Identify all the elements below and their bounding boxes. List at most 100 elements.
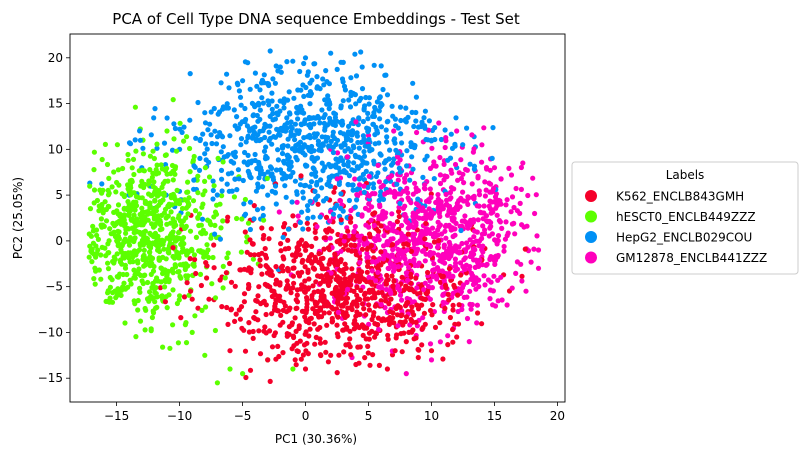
scatter-point	[98, 276, 104, 282]
scatter-point	[246, 159, 252, 165]
scatter-point	[106, 204, 112, 210]
scatter-point	[205, 254, 212, 261]
scatter-point	[353, 101, 359, 107]
scatter-point	[376, 362, 382, 368]
scatter-point	[247, 237, 253, 243]
scatter-point	[133, 252, 139, 258]
scatter-point	[397, 169, 403, 175]
scatter-point	[341, 271, 347, 277]
scatter-point	[109, 299, 116, 305]
scatter-point	[346, 123, 352, 129]
scatter-point	[396, 208, 402, 215]
scatter-point	[241, 291, 248, 297]
scatter-point	[241, 299, 247, 305]
scatter-point	[281, 160, 287, 166]
scatter-point	[273, 264, 279, 270]
scatter-point	[389, 173, 395, 179]
scatter-point	[372, 236, 378, 242]
scatter-point	[320, 298, 326, 305]
scatter-point	[191, 177, 197, 183]
scatter-point	[352, 242, 358, 248]
scatter-point	[250, 241, 256, 247]
scatter-point	[411, 123, 417, 130]
scatter-point	[352, 204, 358, 210]
scatter-point	[326, 106, 332, 112]
scatter-point	[152, 299, 158, 305]
scatter-point	[247, 226, 253, 233]
scatter-point	[411, 256, 417, 263]
scatter-point	[154, 162, 160, 168]
scatter-point	[373, 278, 379, 284]
scatter-point	[468, 276, 474, 282]
scatter-point	[164, 115, 170, 121]
scatter-point	[365, 343, 371, 349]
y-tick-label: 5	[55, 188, 63, 202]
scatter-point	[269, 165, 275, 171]
scatter-point	[183, 340, 190, 346]
scatter-point	[189, 329, 195, 335]
scatter-point	[446, 222, 452, 228]
scatter-point	[122, 320, 128, 326]
scatter-point	[234, 114, 240, 120]
scatter-point	[142, 214, 148, 220]
scatter-point	[290, 273, 296, 279]
scatter-point	[299, 237, 305, 243]
scatter-point	[166, 248, 172, 254]
scatter-point	[269, 106, 275, 112]
scatter-point	[147, 230, 153, 236]
scatter-point	[386, 301, 392, 307]
scatter-point	[313, 301, 319, 307]
scatter-point	[469, 181, 475, 187]
scatter-point	[273, 356, 279, 362]
scatter-point	[354, 130, 360, 136]
scatter-point	[308, 125, 314, 131]
scatter-point	[105, 266, 112, 272]
scatter-point	[284, 152, 290, 158]
scatter-point	[431, 267, 437, 273]
scatter-point	[504, 197, 510, 203]
scatter-point	[512, 231, 518, 237]
scatter-point	[298, 173, 304, 179]
scatter-point	[245, 220, 252, 226]
scatter-point	[271, 288, 277, 294]
scatter-point	[259, 271, 265, 277]
scatter-point	[409, 304, 415, 310]
scatter-point	[429, 225, 436, 231]
scatter-point	[352, 248, 358, 254]
scatter-point	[327, 218, 333, 224]
scatter-point	[334, 202, 340, 208]
scatter-point	[436, 210, 442, 216]
scatter-point	[303, 247, 309, 253]
scatter-point	[383, 127, 389, 133]
scatter-point	[246, 320, 252, 326]
scatter-point	[340, 79, 346, 85]
scatter-point	[419, 119, 425, 125]
scatter-point	[218, 133, 225, 139]
scatter-point	[351, 145, 357, 151]
scatter-point	[363, 312, 369, 318]
scatter-point	[311, 148, 317, 154]
scatter-point	[242, 211, 249, 217]
scatter-point	[329, 228, 335, 234]
scatter-point	[467, 264, 473, 270]
scatter-point	[378, 152, 384, 158]
scatter-point	[288, 290, 294, 296]
scatter-point	[142, 272, 148, 278]
scatter-point	[347, 282, 354, 288]
scatter-point	[93, 268, 99, 274]
scatter-point	[341, 238, 347, 244]
scatter-point	[423, 136, 429, 143]
scatter-point	[159, 265, 165, 272]
scatter-point	[116, 182, 122, 188]
scatter-point	[126, 212, 132, 218]
scatter-point	[341, 349, 347, 355]
scatter-point	[471, 193, 477, 199]
scatter-point	[372, 104, 378, 111]
scatter-point	[269, 344, 276, 350]
scatter-point	[519, 273, 525, 279]
scatter-point	[136, 247, 143, 253]
scatter-point	[533, 192, 539, 198]
scatter-point	[263, 263, 269, 269]
scatter-point	[264, 175, 270, 181]
scatter-point	[170, 168, 177, 174]
